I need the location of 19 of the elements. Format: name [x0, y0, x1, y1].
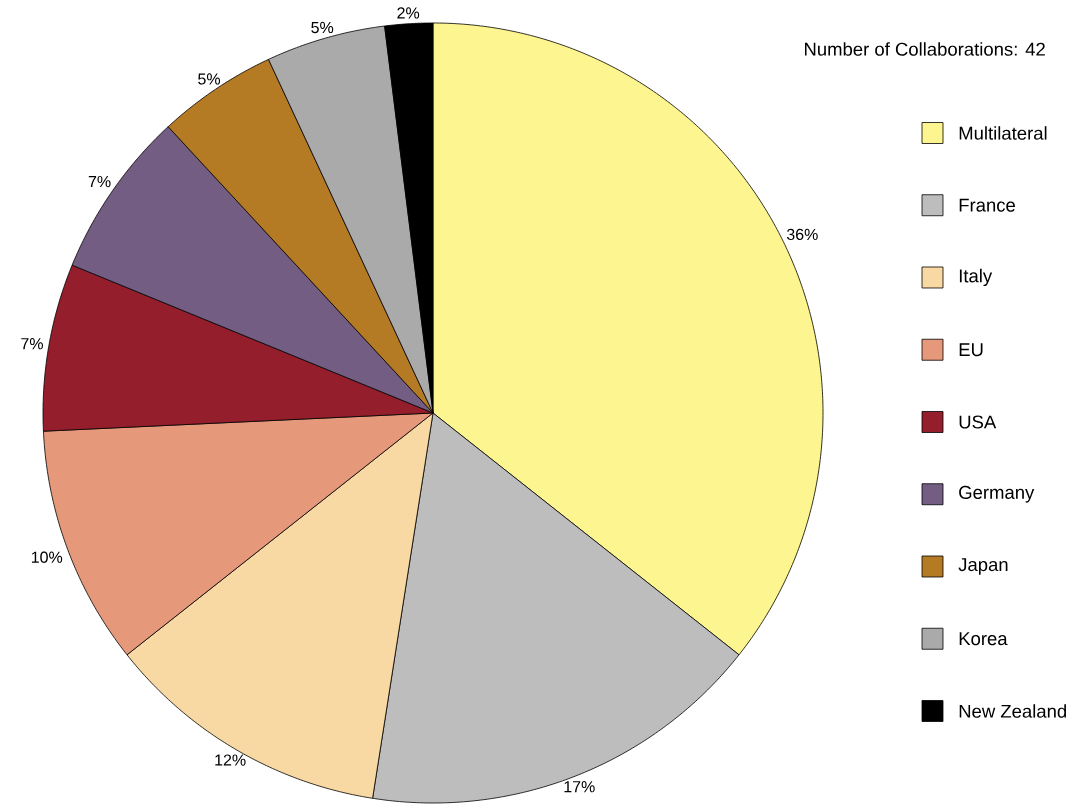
data-label: 7%	[88, 176, 111, 188]
legend-label: EU	[959, 343, 983, 357]
legend-label: Japan	[958, 558, 1008, 575]
data-label: 12%	[215, 754, 246, 766]
data-label: 5%	[198, 73, 221, 85]
legend-label: New Zealand	[959, 704, 1066, 718]
legend-label: Germany	[959, 485, 1035, 503]
data-label: 5%	[311, 21, 334, 34]
legend-label: France	[959, 198, 1015, 212]
legend-label: USA	[959, 415, 997, 429]
data-label: 17%	[564, 781, 595, 793]
data-label: 2%	[397, 7, 420, 19]
data-label: 36%	[786, 228, 818, 241]
legend-label: Italy	[959, 268, 993, 287]
legend-label: Korea	[959, 632, 1008, 646]
data-label: 10%	[31, 551, 63, 563]
text: Number of Collaborations: 42	[804, 42, 1045, 56]
data-label: 7%	[21, 338, 43, 350]
legend-label: Multilateral	[959, 126, 1047, 140]
